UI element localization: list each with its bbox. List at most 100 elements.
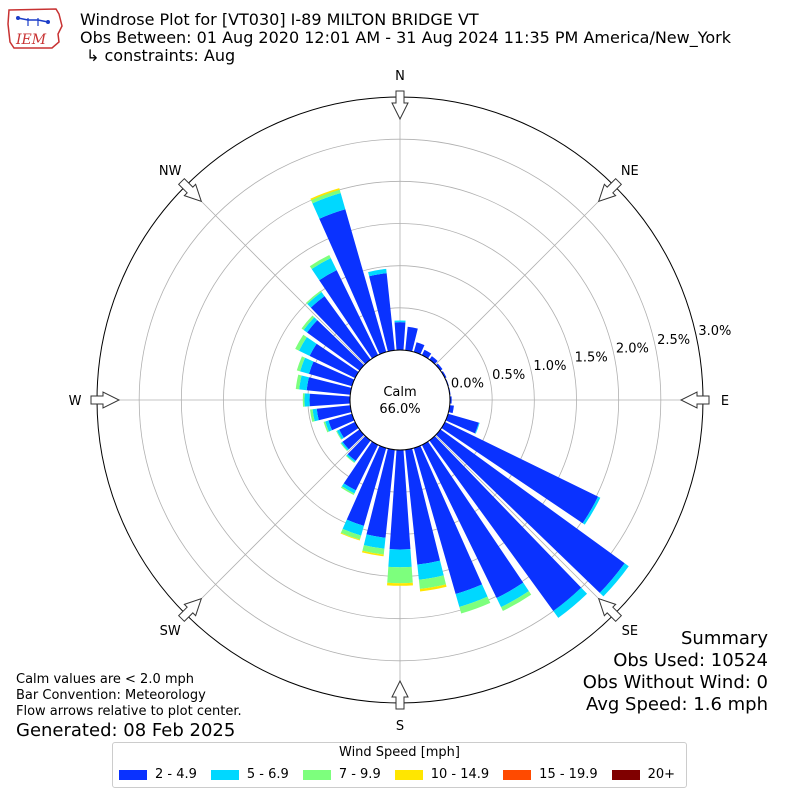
windrose-bar-segment bbox=[419, 584, 447, 592]
grid-spoke bbox=[435, 185, 615, 365]
grid-spoke bbox=[435, 435, 615, 615]
windrose-bar-segment bbox=[343, 441, 379, 491]
legend-item: 5 - 6.9 bbox=[210, 767, 289, 782]
windrose-bar-segment bbox=[435, 429, 625, 593]
flow-note: Flow arrows relative to plot center. bbox=[16, 704, 242, 719]
windrose-bar-segment bbox=[301, 315, 315, 330]
windrose-bar-segment bbox=[306, 377, 352, 395]
flow-arrow-icon bbox=[597, 597, 623, 623]
windrose-bar-segment bbox=[339, 421, 359, 438]
flow-arrow-shape bbox=[679, 391, 710, 409]
windrose-bar-segment bbox=[309, 255, 331, 270]
windrose-bars bbox=[295, 188, 629, 618]
windrose-bar-segment bbox=[336, 429, 344, 440]
legend-swatch bbox=[210, 769, 239, 780]
compass-label-sw: SW bbox=[160, 624, 181, 639]
flow-arrow-shape bbox=[177, 177, 203, 203]
legend-label: 7 - 9.9 bbox=[338, 767, 381, 782]
windrose-bar-segment bbox=[336, 430, 342, 440]
windrose-bar-segment bbox=[340, 532, 360, 541]
windrose-bar-segment bbox=[369, 273, 395, 352]
calm-note: Calm values are < 2.0 mph bbox=[16, 672, 195, 687]
grid-spoke bbox=[185, 185, 365, 365]
radial-tick-label: 1.5% bbox=[575, 350, 608, 365]
summary-obs-without-wind: Obs Without Wind: 0 bbox=[582, 672, 768, 693]
summary-avg-speed: Avg Speed: 1.6 mph bbox=[586, 694, 768, 715]
windrose-bar-segment bbox=[405, 326, 418, 352]
windrose-bar-segment bbox=[340, 442, 348, 452]
windrose-bar-segment bbox=[328, 413, 355, 431]
windrose-bar-segment bbox=[388, 549, 412, 568]
legend-label: 10 - 14.9 bbox=[430, 767, 490, 782]
compass-label-n: N bbox=[395, 69, 405, 84]
logo-text: IEM bbox=[15, 32, 47, 48]
legend-item: 10 - 14.9 bbox=[394, 767, 490, 782]
legend-swatch bbox=[611, 769, 640, 780]
flow-arrow-icon bbox=[391, 90, 409, 121]
windrose-bar-segment bbox=[319, 270, 379, 359]
flow-arrow-shape bbox=[597, 597, 623, 623]
legend-label: 5 - 6.9 bbox=[246, 767, 289, 782]
windrose-bar-segment bbox=[306, 290, 322, 304]
legend-items: 2 - 4.9 5 - 6.9 7 - 9.9 10 - 14.9 15 - 1… bbox=[119, 767, 689, 782]
flow-arrow-shape bbox=[391, 90, 409, 121]
windrose-bar-segment bbox=[304, 393, 310, 407]
windrose-bar-segment bbox=[362, 545, 385, 555]
flow-arrow-icon bbox=[597, 177, 623, 203]
windrose-bar-segment bbox=[300, 357, 314, 374]
windrose-bar-segment bbox=[361, 550, 384, 557]
iem-logo: IEM bbox=[4, 4, 64, 50]
windrose-bar-segment bbox=[429, 435, 582, 612]
windrose-bar-segment bbox=[312, 408, 319, 422]
windrose-bar-segment bbox=[413, 445, 483, 594]
windrose-bar-segment bbox=[421, 349, 432, 359]
compass-label-w: W bbox=[69, 394, 82, 409]
windrose-bar-segment bbox=[441, 371, 447, 379]
windrose-bar-segment bbox=[418, 575, 446, 589]
radial-tick-label: 2.0% bbox=[616, 342, 649, 357]
summary-obs-used: Obs Used: 10524 bbox=[613, 650, 768, 671]
windrose-bar-segment bbox=[310, 296, 371, 365]
windrose-bar-segment bbox=[312, 193, 346, 219]
windrose-bar-segment bbox=[311, 189, 341, 204]
calm-label: Calm bbox=[383, 385, 416, 400]
windrose-bar-segment bbox=[496, 582, 529, 608]
windrose-bar-segment bbox=[417, 560, 444, 580]
windrose-bar-segment bbox=[459, 596, 491, 614]
radial-tick-label: 1.0% bbox=[533, 359, 566, 374]
legend-swatch bbox=[302, 769, 331, 780]
windrose-bar-segment bbox=[346, 445, 387, 526]
windrose-bar-segment bbox=[342, 519, 364, 536]
legend-item: 20+ bbox=[611, 767, 676, 782]
flow-arrow-icon bbox=[177, 177, 203, 203]
windrose-bar-segment bbox=[307, 292, 325, 308]
chart-overlay: Calm 66.0% 0.0% 0.5% 1.0% 1.5% 2.0% 2.5% 3.0% N NE… bbox=[69, 69, 732, 734]
flow-arrow-icon bbox=[177, 597, 203, 623]
legend-label: 20+ bbox=[647, 767, 676, 782]
windrose-bar-segment bbox=[474, 422, 480, 434]
legend-label: 15 - 19.9 bbox=[539, 767, 598, 782]
windrose-bar-segment bbox=[323, 421, 329, 433]
windrose-bar-segment bbox=[429, 356, 438, 365]
calm-value: 66.0% bbox=[379, 402, 420, 417]
flow-arrow-icon bbox=[391, 679, 409, 710]
windrose-bar-segment bbox=[413, 342, 425, 355]
compass-label-ne: NE bbox=[621, 164, 639, 179]
chart-title: Windrose Plot for [VT030] I-89 MILTON BR… bbox=[80, 10, 479, 29]
windrose-bar-segment bbox=[342, 429, 365, 450]
flow-arrow-icon bbox=[90, 391, 121, 409]
windrose-bar-segment bbox=[553, 587, 588, 618]
windrose-bar-segment bbox=[441, 421, 599, 524]
windrose-bar-segment bbox=[303, 317, 318, 333]
windrose-bar-segment bbox=[368, 268, 387, 277]
convention-note: Bar Convention: Meteorology bbox=[16, 688, 206, 703]
constraints-text: ↳ constraints: Aug bbox=[86, 46, 236, 65]
legend-label: 2 - 4.9 bbox=[155, 767, 197, 782]
windrose-bar-segment bbox=[341, 483, 356, 494]
windrose-bar-segment bbox=[311, 258, 337, 281]
legend-title: Wind Speed [mph] bbox=[339, 745, 460, 760]
windrose-bar-segment bbox=[302, 393, 305, 407]
windrose-bar-segment bbox=[310, 188, 340, 201]
windrose-bar-segment bbox=[455, 584, 488, 607]
windrose-bar-segment bbox=[435, 363, 443, 371]
